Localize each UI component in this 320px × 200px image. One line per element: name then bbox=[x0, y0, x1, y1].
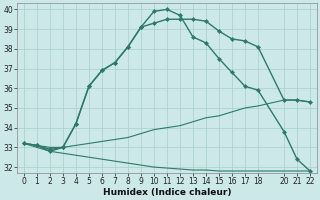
X-axis label: Humidex (Indice chaleur): Humidex (Indice chaleur) bbox=[103, 188, 231, 197]
